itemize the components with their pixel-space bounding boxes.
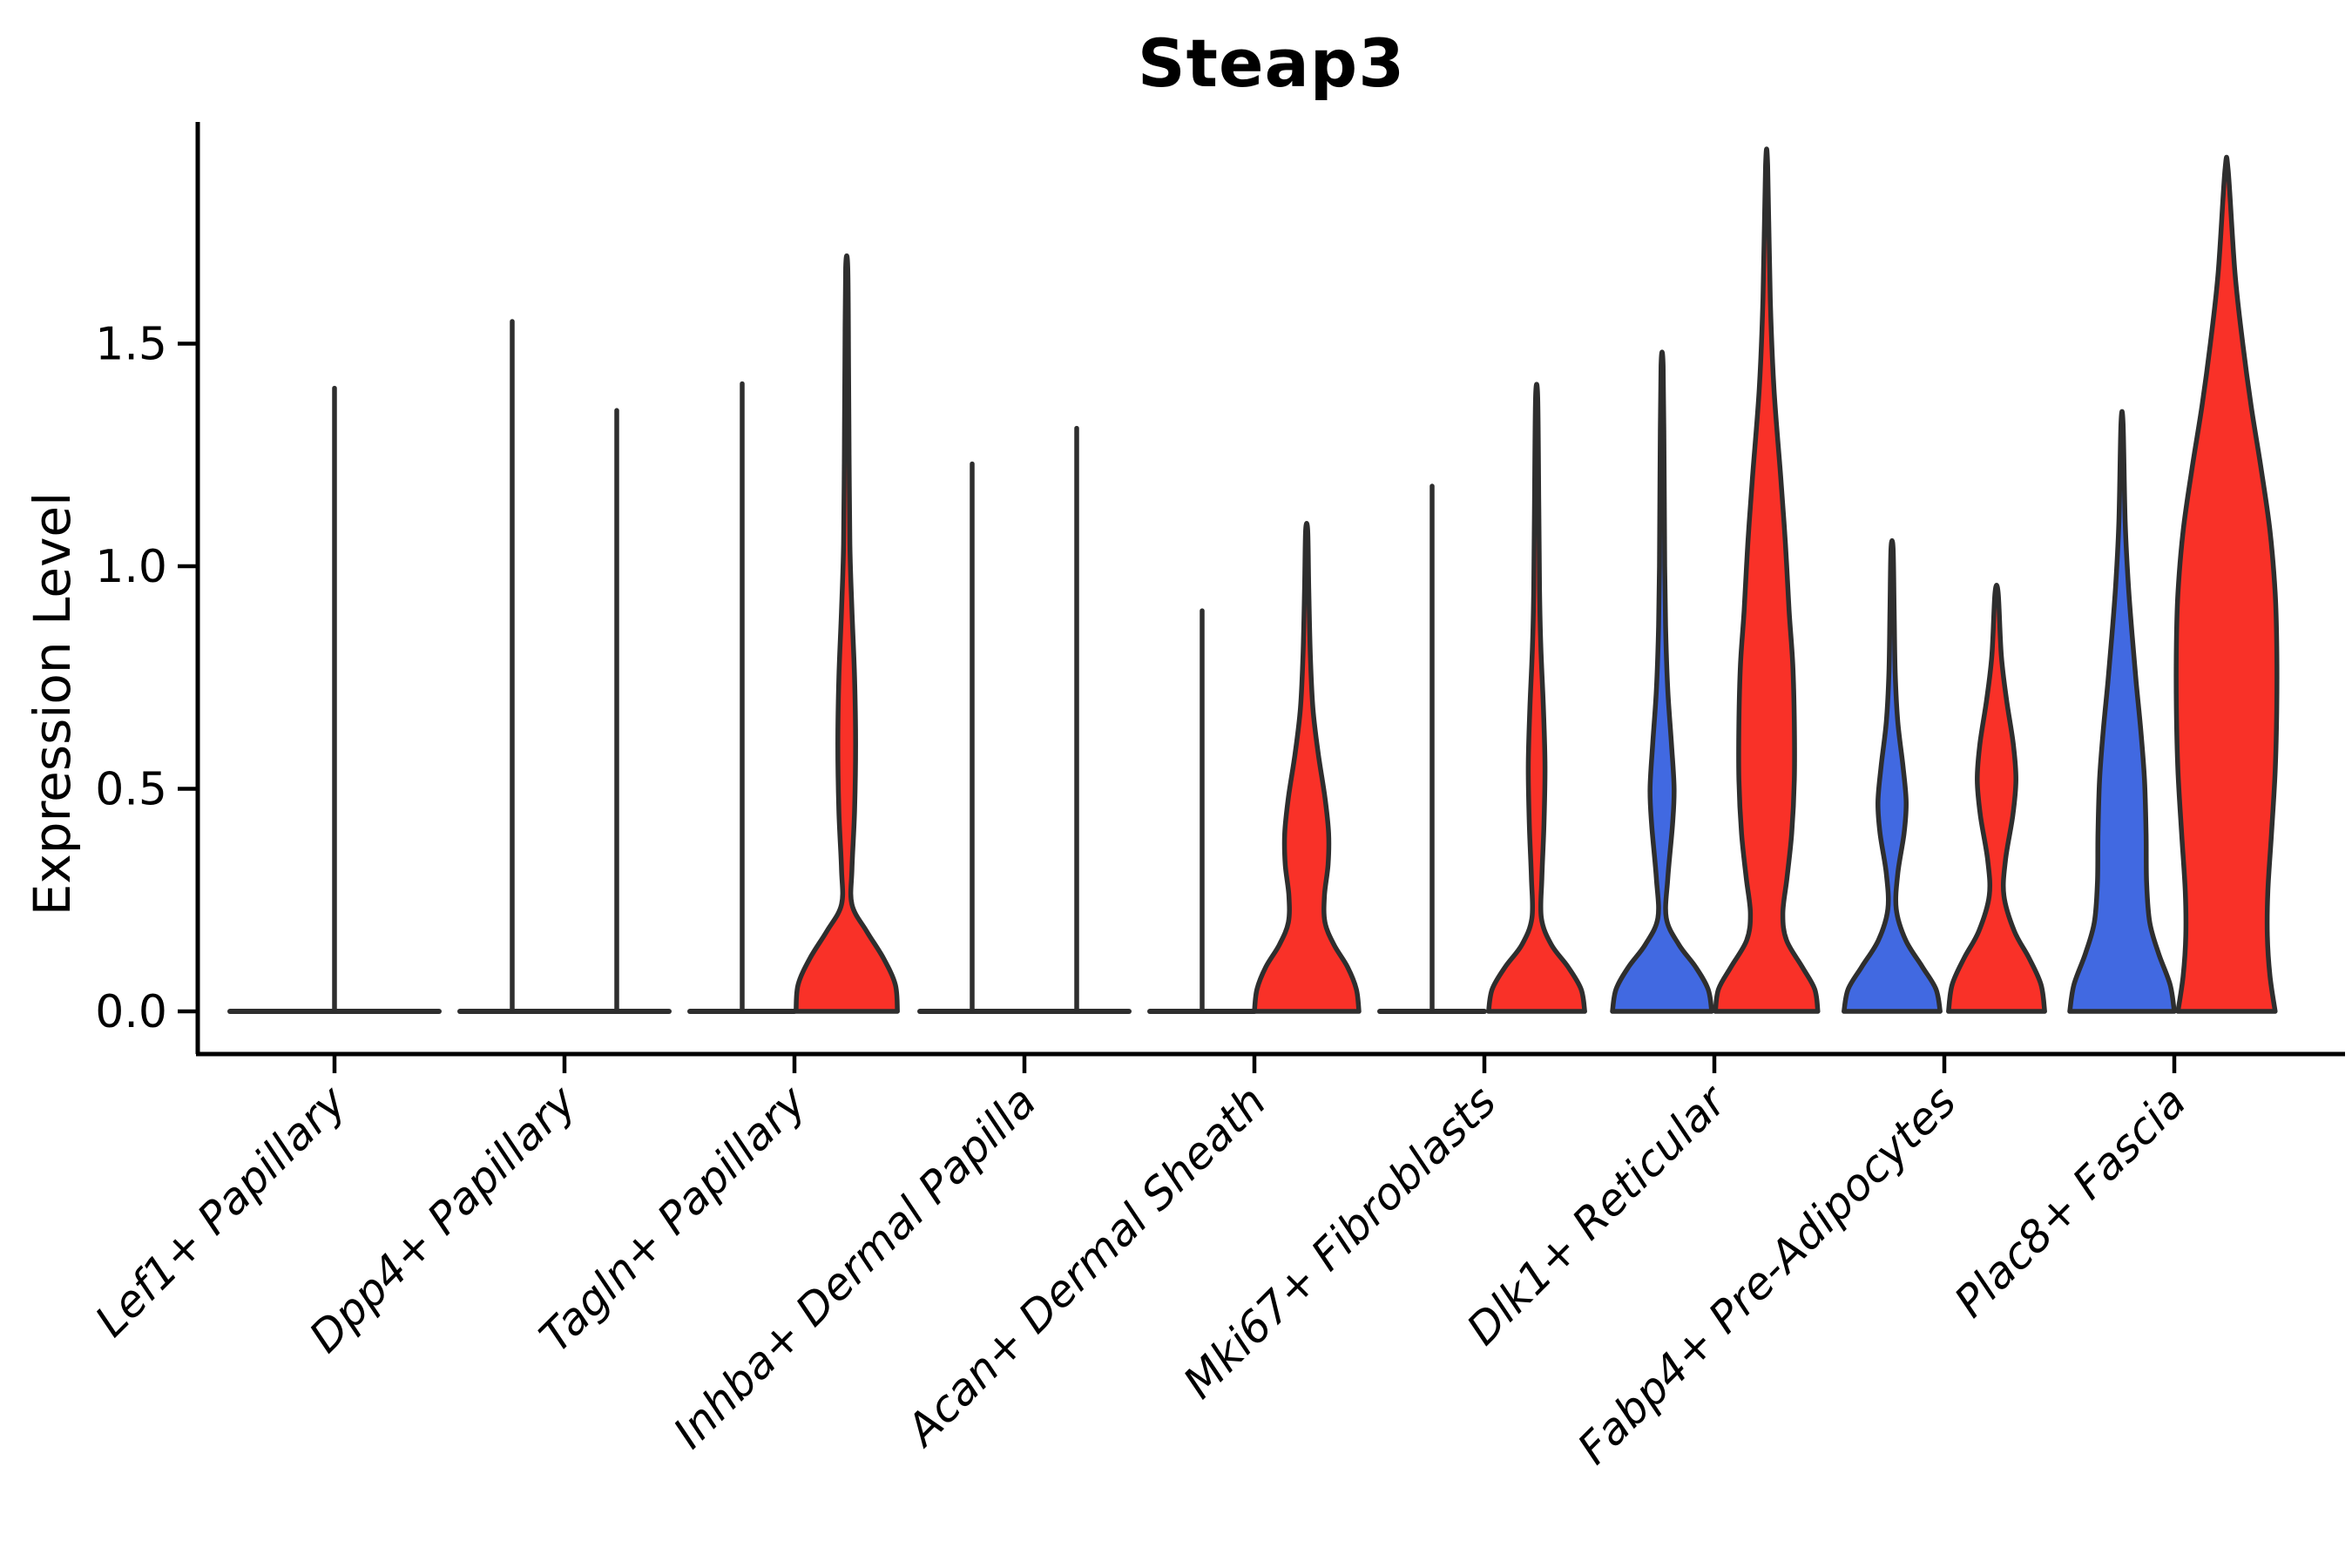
violin-fabp4-right <box>1946 582 2047 1014</box>
violin-plac8-right <box>2173 154 2280 1014</box>
violin-acan-right <box>1252 521 1362 1014</box>
violin-fabp4-left <box>1842 537 1943 1014</box>
y-tick-label: 1.5 <box>95 319 167 371</box>
y-tick-label: 0.5 <box>95 764 167 816</box>
violin-dlk1-right <box>1713 146 1821 1014</box>
x-tick-label: Plac8+ Fascia <box>1945 1076 2196 1327</box>
y-tick-label: 1.0 <box>95 541 167 593</box>
violin-plac8-left <box>2067 409 2177 1014</box>
x-tick-label: Fabp4+ Pre-Adipocytes <box>1568 1076 1966 1474</box>
violin-mki67-right <box>1486 382 1587 1014</box>
y-tick-label: 0.0 <box>95 986 167 1038</box>
x-tick-label: Inhba+ Dermal Papilla <box>664 1076 1045 1457</box>
x-tick-label: Lef1+ Papillary <box>85 1075 356 1346</box>
plot-title: Steap3 <box>1137 24 1406 102</box>
violin-tagln-right <box>794 253 900 1014</box>
violin-dlk1-left <box>1610 349 1714 1014</box>
